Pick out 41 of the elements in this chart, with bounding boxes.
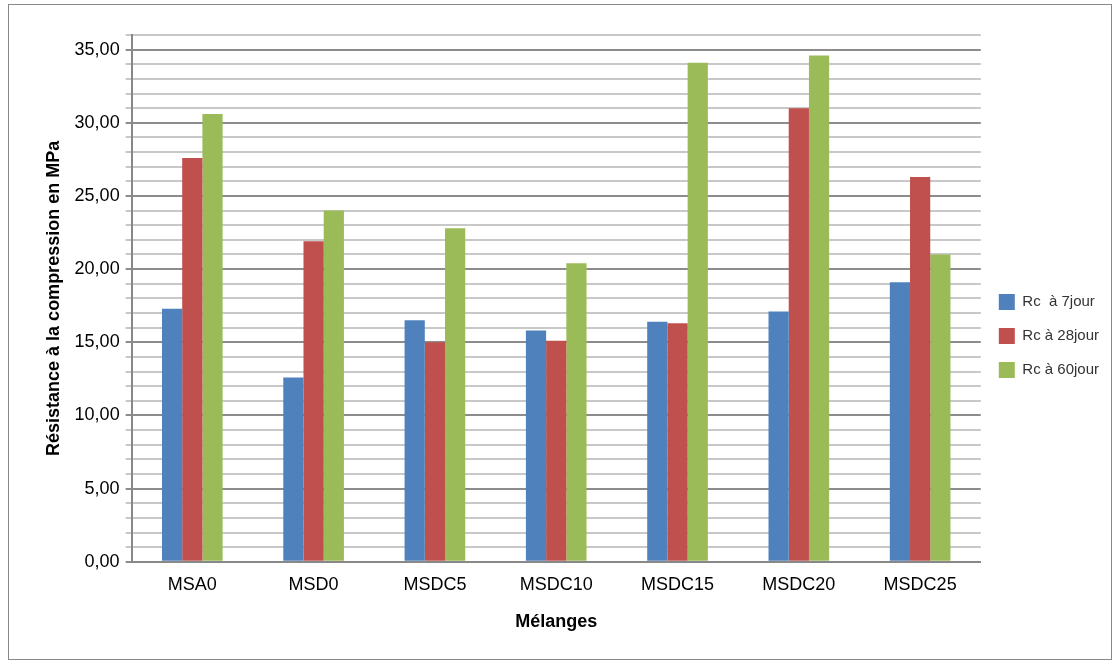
- y-axis-title: Résistance à la compression en MPa: [42, 139, 63, 456]
- bar: [283, 377, 304, 561]
- x-axis-title: Mélanges: [515, 611, 598, 632]
- bar: [424, 342, 446, 561]
- bar: [910, 176, 931, 561]
- x-tick-label: MSDC10: [519, 573, 593, 594]
- bar: [687, 62, 708, 561]
- x-tick-label: MSDC20: [762, 573, 836, 594]
- bar: [889, 282, 911, 561]
- legend-label: Rc à 7jour: [1022, 292, 1095, 310]
- y-tick-label: 25,00: [74, 184, 120, 205]
- y-tick-label: 20,00: [74, 258, 120, 279]
- bar: [445, 228, 466, 561]
- bar: [566, 263, 587, 561]
- x-tick-label: MSD0: [288, 573, 339, 594]
- bar: [647, 321, 668, 561]
- y-tick-label: 10,00: [74, 404, 120, 425]
- legend-label: Rc à 60jour: [1022, 360, 1100, 378]
- bar: [323, 210, 344, 561]
- y-tick-label: 5,00: [84, 477, 120, 498]
- bar: [404, 320, 425, 561]
- bar: [303, 241, 324, 561]
- bar: [546, 340, 567, 561]
- y-tick-label: 35,00: [74, 38, 120, 59]
- bar: [667, 323, 688, 561]
- y-tick-label: 15,00: [74, 331, 120, 352]
- bar: [788, 108, 809, 561]
- legend-label: Rc à 28jour: [1022, 326, 1100, 344]
- y-tick-label: 30,00: [74, 111, 120, 132]
- x-tick-label: MSA0: [167, 573, 217, 594]
- bar: [768, 311, 789, 561]
- x-tick-label: MSDC25: [883, 573, 957, 594]
- bar: [525, 330, 547, 561]
- y-tick-label: 0,00: [84, 550, 120, 571]
- bar: [808, 55, 830, 561]
- bar: [182, 157, 203, 561]
- bar: [202, 114, 223, 561]
- bar: [161, 308, 183, 561]
- bar: [930, 254, 951, 561]
- x-tick-label: MSDC5: [403, 573, 467, 594]
- x-tick-label: MSDC15: [641, 573, 715, 594]
